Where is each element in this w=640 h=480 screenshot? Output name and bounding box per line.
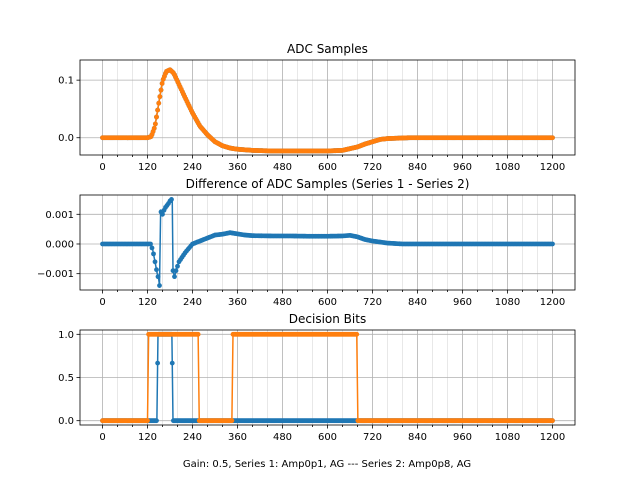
x-tick-label: 840 [408, 162, 427, 173]
data-point [169, 360, 175, 366]
y-tick-label: 0.5 [58, 373, 74, 384]
figure-xlabel: Gain: 0.5, Series 1: Amp0p1, AG --- Seri… [183, 459, 471, 470]
data-point [154, 267, 159, 273]
x-tick-label: 840 [408, 297, 427, 308]
data-point [154, 418, 159, 424]
data-point [152, 259, 158, 265]
x-tick-label: 720 [363, 162, 382, 173]
x-tick-label: 1080 [495, 297, 520, 308]
y-tick-label: 0.0 [58, 416, 74, 427]
decision-bits-plot: 0 120 240 360 480 600 720 840 960 1080 1200 0.0 0.5 1… [58, 312, 576, 443]
x-tick-label: 120 [138, 432, 157, 443]
x-tick-label: 0 [99, 297, 105, 308]
series-markers [100, 197, 555, 288]
y-tick-label: 0.1 [58, 76, 74, 87]
data-point [148, 241, 153, 247]
x-tick-label: 1200 [540, 162, 565, 173]
chart-title: Difference of ADC Samples (Series 1 - Se… [186, 177, 470, 191]
data-point [155, 107, 161, 113]
data-point [159, 81, 165, 86]
data-point [156, 100, 162, 106]
adc-samples-plot: 0 120 240 360 480 600 720 840 960 1080 1200 0.0 0.1 A… [58, 42, 576, 173]
data-point [151, 125, 157, 131]
data-point [152, 121, 158, 127]
x-tick-label: 600 [318, 162, 337, 173]
x-tick-label: 840 [408, 432, 427, 443]
data-point [175, 263, 180, 269]
data-point [354, 331, 360, 337]
x-tick-label: 240 [183, 162, 202, 173]
data-point [169, 197, 174, 202]
x-tick-label: 1080 [495, 432, 520, 443]
x-tick-label: 480 [273, 432, 292, 443]
x-tick-label: 480 [273, 162, 292, 173]
x-tick-label: 120 [138, 162, 157, 173]
x-tick-label: 480 [273, 297, 292, 308]
x-tick-label: 360 [228, 297, 247, 308]
axes-frame [79, 59, 576, 156]
x-tick-label: 960 [453, 432, 472, 443]
data-point [151, 251, 156, 257]
data-point [160, 211, 165, 217]
data-point [550, 135, 555, 141]
data-point [149, 245, 155, 251]
x-tick-label: 600 [318, 432, 337, 443]
x-tick-label: 360 [228, 432, 247, 443]
data-point [173, 268, 179, 274]
data-point [157, 94, 163, 100]
axes-frame [79, 329, 576, 426]
chart-title: Decision Bits [289, 312, 366, 326]
x-tick-label: 720 [363, 297, 382, 308]
data-point [172, 274, 177, 280]
data-point [157, 283, 162, 288]
axes-frame [79, 194, 576, 291]
data-point [195, 331, 201, 337]
x-tick-label: 1200 [540, 432, 565, 443]
data-point [145, 418, 150, 424]
x-tick-label: 240 [183, 432, 202, 443]
x-tick-label: 360 [228, 162, 247, 173]
y-tick-label: 0.0 [58, 133, 74, 144]
x-tick-label: 1200 [540, 297, 565, 308]
x-tick-label: 120 [138, 297, 157, 308]
x-tick-label: 0 [99, 162, 105, 173]
x-tick-label: 960 [453, 162, 472, 173]
data-point [155, 274, 161, 280]
x-tick-label: 720 [363, 432, 382, 443]
y-tick-label: 1.0 [58, 330, 74, 341]
data-point [550, 418, 555, 424]
series-markers [100, 331, 555, 424]
data-point [154, 114, 159, 120]
x-tick-label: 240 [183, 297, 202, 308]
y-tick-label: 0.001 [45, 210, 74, 221]
difference-plot: 0 120 240 360 480 600 720 840 960 1080 1200 −0.001 0… [37, 177, 576, 308]
x-tick-label: 0 [99, 432, 105, 443]
y-tick-label: 0.000 [45, 239, 74, 250]
y-tick-label: −0.001 [37, 269, 74, 280]
x-tick-label: 600 [318, 297, 337, 308]
data-point [155, 360, 161, 366]
data-point [550, 241, 555, 247]
x-tick-label: 1080 [495, 162, 520, 173]
data-point [158, 87, 164, 93]
chart-title: ADC Samples [287, 42, 368, 56]
data-point [229, 418, 235, 424]
series-markers [100, 67, 555, 154]
x-tick-label: 960 [453, 297, 472, 308]
